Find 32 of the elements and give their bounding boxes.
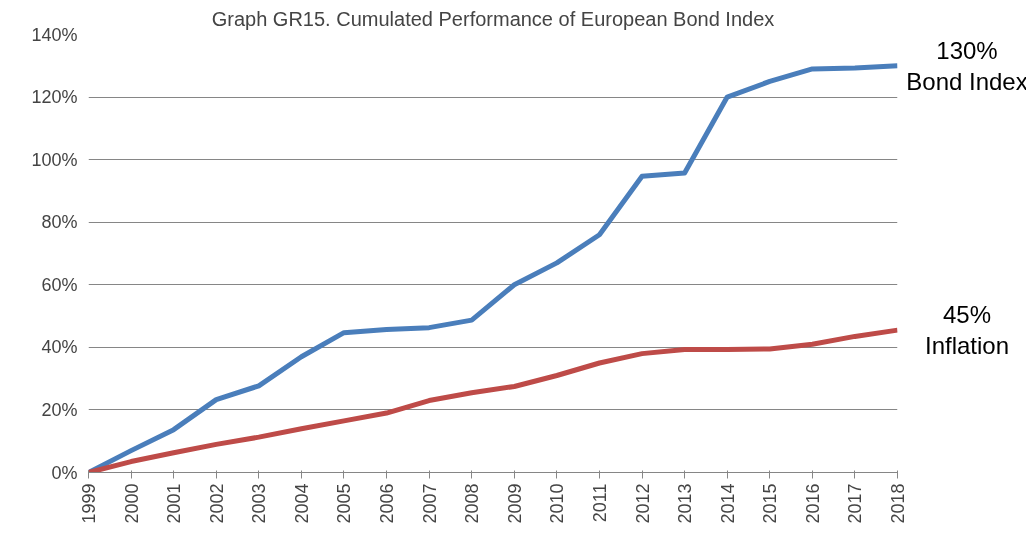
- x-tick-label: 2016: [802, 483, 823, 524]
- x-tick-label: 2007: [419, 483, 440, 524]
- series-label: Inflation: [924, 332, 1010, 360]
- x-tick-label: 2017: [845, 483, 866, 524]
- x-tick-label: 2010: [547, 483, 568, 524]
- y-tick-label: 80%: [41, 212, 78, 233]
- y-tick-label: 100%: [31, 149, 78, 170]
- data-label: 130%: [936, 36, 998, 64]
- x-tick-label: 2008: [462, 483, 483, 524]
- x-tick-label: 2013: [675, 483, 696, 524]
- x-tick-label: 1999: [79, 483, 99, 524]
- x-tick-label: 2012: [632, 483, 653, 524]
- x-tick-label: 2004: [291, 483, 312, 524]
- x-tick-label: 2011: [589, 483, 610, 523]
- x-tick-label: 2001: [164, 483, 185, 524]
- x-tick-label: 2005: [334, 483, 355, 524]
- x-tick-label: 2000: [121, 483, 142, 524]
- y-tick-label: 140%: [31, 24, 78, 45]
- x-tick-label: 2015: [760, 483, 781, 524]
- x-tick-label: 2003: [249, 483, 270, 524]
- x-tick-label: 2006: [377, 483, 398, 524]
- y-tick-label: 0%: [51, 462, 78, 483]
- x-tick-label: 2002: [206, 483, 227, 524]
- x-tick-label: 2014: [717, 483, 738, 524]
- data-label: 45%: [942, 301, 992, 329]
- x-tick-label: 2009: [504, 483, 525, 524]
- y-tick-label: 120%: [31, 87, 78, 108]
- x-tick-label: 2018: [888, 483, 908, 524]
- y-tick-label: 20%: [41, 399, 78, 420]
- y-tick-label: 60%: [41, 274, 78, 295]
- y-tick-label: 40%: [41, 337, 78, 358]
- chart-title: Graph GR15. Cumulated Performance of European Bond Index: [211, 7, 775, 30]
